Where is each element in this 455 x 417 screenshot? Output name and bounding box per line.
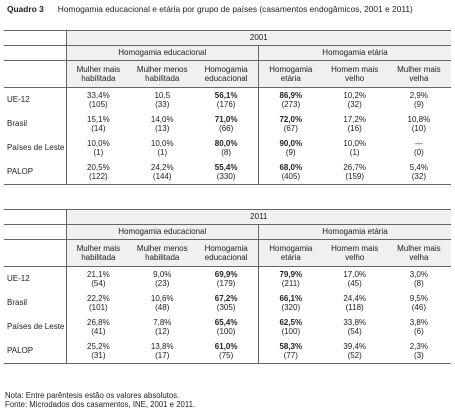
data-cell: 65,4% (100) [214,317,238,337]
data-cell: 39,4% (52) [322,339,387,364]
data-cell: 25,2% (31) [65,339,131,364]
data-cell: 86,9% (273) [257,87,323,112]
data-cell: 90,0% (9) [257,136,323,160]
row-label: Países de Leste [7,322,65,332]
data-cell: 22,2% (101) [65,291,131,315]
table-caption: Homogamia educacional e etária por grupo… [57,4,413,14]
row-label: Brasil [7,298,28,308]
col-header: Mulher menos habilitada [130,239,195,267]
col-header: Mulher menos habilitada [130,60,195,88]
data-cell: 71,0% (66) [214,114,238,134]
corner-cell [4,209,67,225]
table-2011: 2011 Homogamia educacional Homogamia etá… [4,209,451,364]
row-label: Países de Leste [7,143,65,153]
row-label: UE-12 [7,95,30,105]
data-cell: 24,4% (118) [343,293,367,313]
data-cell: 17,2% (16) [343,114,367,134]
data-cell: 33,8% (54) [343,317,367,337]
year-header: 2011 [65,209,451,225]
data-cell: 68,0% (405) [257,160,323,185]
data-cell: 10,8% (10) [407,114,431,134]
data-cell: 80,0% (8) [214,138,238,158]
table-row: Países de Leste 10,0% (1) 10,0% (1) 80,0%(… [4,136,451,160]
data-cell: 26,7% (159) [322,160,387,185]
group-header-educational: Homogamia educacional [65,224,259,240]
row-label: Brasil [7,119,28,129]
year-header: 2001 [65,30,451,46]
row-label: PALOP [4,160,67,185]
data-cell: 10,5 (33) [154,90,171,110]
data-cell: 9,0% (23) [153,269,172,289]
data-cell: 72,0% (67) [257,112,323,136]
table-row: Brasil 22,2% (101) 10,6% (48) 67,2% (305) 6… [4,291,451,315]
data-cell: 3,8% (6) [409,317,428,337]
data-cell: 33,4% (105) [65,87,131,112]
col-header: Mulher mais velha [386,239,451,267]
data-cell: 10,2% (32) [343,90,367,110]
table-number: Quadro 3 [7,4,44,14]
data-cell: --- (0) [413,138,424,158]
source-text: Fonte: Microdados dos casamentos, INE, 2… [5,400,196,410]
table-row: UE-12 21,1% (54) 9,0% (23) 69,9% (179) 79,9… [4,266,451,291]
data-cell: 10,6% (48) [150,293,174,313]
data-cell: 58,3% (77) [257,339,323,364]
col-header: Mulher mais velha [386,60,451,88]
col-header: Homogamia etária [257,60,323,88]
corner-cell [4,30,67,46]
data-cell: 10,0% (1) [150,138,174,158]
data-cell: 3,0% (8) [409,269,428,289]
col-header: Mulher mais habilitada [65,60,131,88]
col-header: Mulher mais habilitada [65,239,131,267]
table-2001: 2001 Homogamia educacional Homogamia etá… [4,30,451,185]
data-cell: 55,4% (330) [194,160,259,185]
data-cell: 69,9% (179) [214,269,238,289]
col-header: Homogamia educacional [194,239,259,267]
col-header: Homem mais velho [322,60,387,88]
table-notes: Nota: Entre parêntesis estão os valores … [5,391,195,410]
table-row: Países de Leste 26,8% (41) 7,8% (12) 65,4%… [4,315,451,339]
data-cell: 10,0% (1) [65,136,131,160]
col-header: Homem mais velho [322,239,387,267]
data-cell: 7,8% (12) [153,317,172,337]
group-header-educational: Homogamia educacional [65,45,259,61]
col-header: Homogamia etária [257,239,323,267]
data-cell: 67,2% (305) [214,293,238,313]
data-cell: 2,9% (9) [409,90,428,110]
data-cell: 26,8% (41) [65,315,131,339]
data-cell: 66,1% (320) [257,291,323,315]
data-cell: 14,0% (13) [150,114,174,134]
table-row: PALOP 25,2% (31) 13,8% (17) 61,0% (75) 58,3… [4,339,451,364]
data-cell: 21,1% (54) [65,266,131,291]
group-header-age: Homogamia etária [257,45,451,61]
note-text: Nota: Entre parêntesis estão os valores … [5,391,180,400]
data-cell: 61,0% (75) [194,339,259,364]
data-cell: 5,4% (32) [386,160,451,185]
table-row: UE-12 33,4% (105) 10,5 (33) 56,1% (176) 86,… [4,87,451,112]
col-header: Homogamia educacional [194,60,259,88]
table-row: Brasil 15,1% (14) 14,0% (13) 71,0% (66) 72,… [4,112,451,136]
data-cell: 24,2% (144) [130,160,195,185]
data-cell: 10,0% (1) [343,138,367,158]
data-cell: 2,3% (3) [386,339,451,364]
group-header-age: Homogamia etária [257,224,451,240]
data-cell: 13,8% (17) [130,339,195,364]
row-label: PALOP [4,339,67,364]
data-cell: 17,0% (45) [343,269,367,289]
data-cell: 79,9% (211) [257,266,323,291]
data-cell: 56,1% (176) [214,90,238,110]
table-row: PALOP 20,5% (122) 24,2% (144) 55,4% (330) 6… [4,160,451,185]
table-title: Quadro 3 Homogamia educacional e etária p… [7,4,452,14]
data-cell: 9,5% (46) [409,293,428,313]
data-cell: 20,5% (122) [65,160,131,185]
data-cell: 15,1% (14) [65,112,131,136]
row-label: UE-12 [7,274,30,284]
data-cell: 62,5% (100) [257,315,323,339]
